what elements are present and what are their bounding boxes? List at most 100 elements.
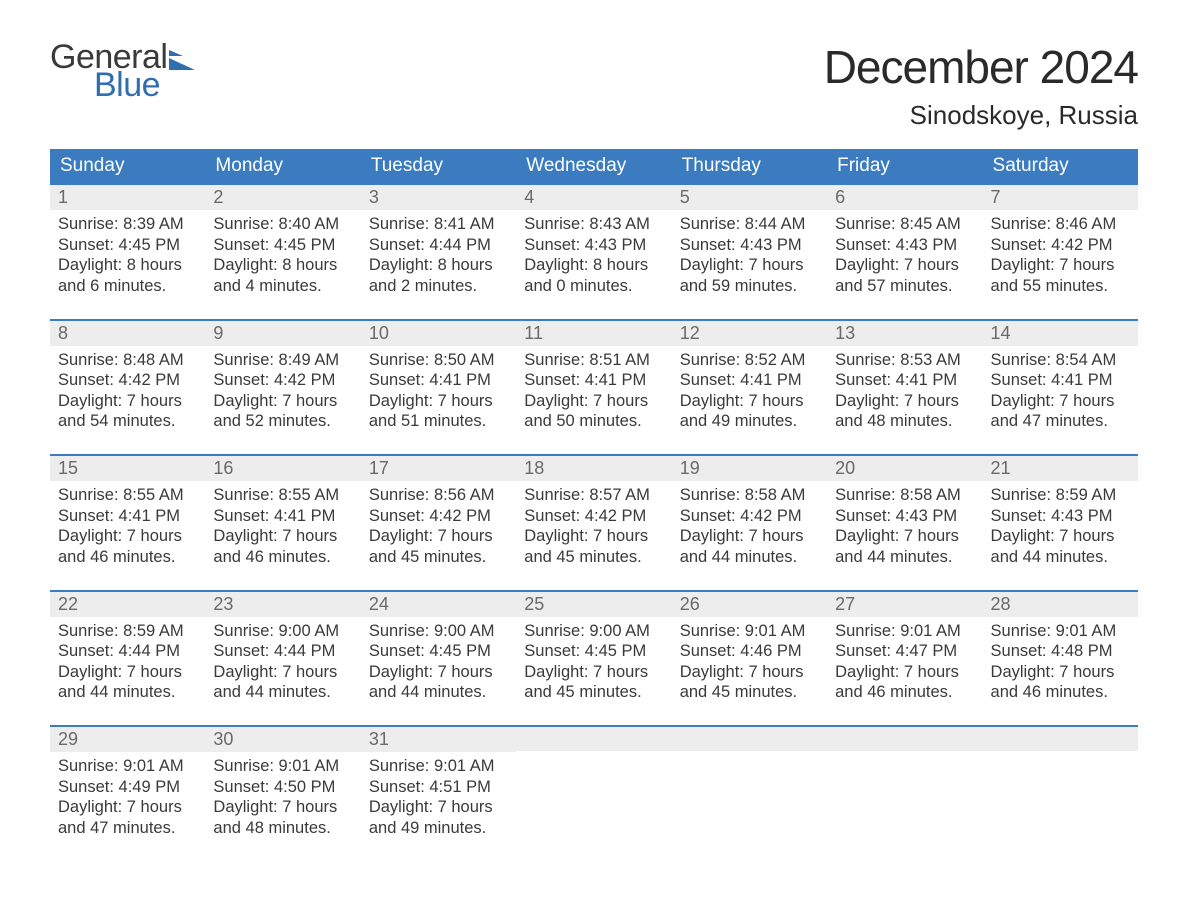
calendar-day: 13 Sunrise: 8:53 AMSunset: 4:41 PMDayligh… xyxy=(827,321,982,437)
day-details: Sunrise: 8:49 AMSunset: 4:42 PMDaylight:… xyxy=(205,346,360,437)
daylight-line-1: Daylight: 8 hours xyxy=(369,255,508,276)
daylight-line-1: Daylight: 7 hours xyxy=(680,391,819,412)
calendar-day: 9Sunrise: 8:49 AMSunset: 4:42 PMDaylight… xyxy=(205,321,360,437)
day-details xyxy=(516,751,671,831)
daylight-line-2: and 47 minutes. xyxy=(991,411,1130,432)
day-details: Sunrise: 8:45 AMSunset: 4:43 PMDaylight:… xyxy=(827,210,982,301)
day-number xyxy=(672,727,827,751)
sunset-line: Sunset: 4:41 PM xyxy=(680,370,819,391)
day-details: Sunrise: 8:52 AMSunset: 4:41 PMDaylight:… xyxy=(672,346,827,437)
calendar-week: 15Sunrise: 8:55 AMSunset: 4:41 PMDayligh… xyxy=(50,454,1138,572)
sunrise-line: Sunrise: 8:50 AM xyxy=(369,350,508,371)
sunrise-line: Sunrise: 8:52 AM xyxy=(680,350,819,371)
day-details: Sunrise: 9:01 AMSunset: 4:49 PMDaylight:… xyxy=(50,752,205,843)
day-number: 18 xyxy=(516,456,671,481)
sunset-line: Sunset: 4:46 PM xyxy=(680,641,819,662)
sunset-line: Sunset: 4:48 PM xyxy=(991,641,1130,662)
logo: General Blue xyxy=(50,40,195,102)
daylight-line-1: Daylight: 7 hours xyxy=(835,391,974,412)
day-number: 7 xyxy=(983,185,1138,210)
daylight-line-2: and 51 minutes. xyxy=(369,411,508,432)
calendar-day xyxy=(983,727,1138,843)
sunset-line: Sunset: 4:43 PM xyxy=(680,235,819,256)
daylight-line-1: Daylight: 7 hours xyxy=(58,526,197,547)
sunrise-line: Sunrise: 9:01 AM xyxy=(835,621,974,642)
calendar-day: 5Sunrise: 8:44 AMSunset: 4:43 PMDaylight… xyxy=(672,185,827,301)
day-number: 29 xyxy=(50,727,205,752)
daylight-line-1: Daylight: 7 hours xyxy=(58,797,197,818)
day-details: Sunrise: 9:01 AMSunset: 4:46 PMDaylight:… xyxy=(672,617,827,708)
sunset-line: Sunset: 4:42 PM xyxy=(991,235,1130,256)
calendar-day: 24Sunrise: 9:00 AMSunset: 4:45 PMDayligh… xyxy=(361,592,516,708)
sunrise-line: Sunrise: 9:00 AM xyxy=(524,621,663,642)
daylight-line-2: and 45 minutes. xyxy=(524,682,663,703)
day-number: 13 xyxy=(827,321,982,346)
sunrise-line: Sunrise: 9:01 AM xyxy=(991,621,1130,642)
calendar-day: 6Sunrise: 8:45 AMSunset: 4:43 PMDaylight… xyxy=(827,185,982,301)
calendar-week: 1Sunrise: 8:39 AMSunset: 4:45 PMDaylight… xyxy=(50,183,1138,301)
sunrise-line: Sunrise: 8:53 AM xyxy=(835,350,974,371)
daylight-line-1: Daylight: 7 hours xyxy=(213,797,352,818)
day-details: Sunrise: 9:01 AMSunset: 4:50 PMDaylight:… xyxy=(205,752,360,843)
day-number: 15 xyxy=(50,456,205,481)
day-number: 14 xyxy=(983,321,1138,346)
sunrise-line: Sunrise: 8:46 AM xyxy=(991,214,1130,235)
sunset-line: Sunset: 4:43 PM xyxy=(835,506,974,527)
day-number xyxy=(516,727,671,751)
day-number: 19 xyxy=(672,456,827,481)
calendar-day: 18Sunrise: 8:57 AMSunset: 4:42 PMDayligh… xyxy=(516,456,671,572)
day-details: Sunrise: 8:55 AMSunset: 4:41 PMDaylight:… xyxy=(50,481,205,572)
daylight-line-1: Daylight: 7 hours xyxy=(213,662,352,683)
daylight-line-1: Daylight: 7 hours xyxy=(524,662,663,683)
sunset-line: Sunset: 4:41 PM xyxy=(213,506,352,527)
day-number: 5 xyxy=(672,185,827,210)
day-number: 28 xyxy=(983,592,1138,617)
sunset-line: Sunset: 4:41 PM xyxy=(991,370,1130,391)
day-details: Sunrise: 8:58 AMSunset: 4:42 PMDaylight:… xyxy=(672,481,827,572)
day-number: 12 xyxy=(672,321,827,346)
daylight-line-2: and 48 minutes. xyxy=(213,818,352,839)
sunrise-line: Sunrise: 8:45 AM xyxy=(835,214,974,235)
day-details: Sunrise: 9:00 AMSunset: 4:45 PMDaylight:… xyxy=(516,617,671,708)
calendar-day: 3Sunrise: 8:41 AMSunset: 4:44 PMDaylight… xyxy=(361,185,516,301)
calendar-day: 15Sunrise: 8:55 AMSunset: 4:41 PMDayligh… xyxy=(50,456,205,572)
day-details: Sunrise: 8:58 AMSunset: 4:43 PMDaylight:… xyxy=(827,481,982,572)
calendar-week: 8Sunrise: 8:48 AMSunset: 4:42 PMDaylight… xyxy=(50,319,1138,437)
day-number: 23 xyxy=(205,592,360,617)
calendar-week: 29Sunrise: 9:01 AMSunset: 4:49 PMDayligh… xyxy=(50,725,1138,843)
day-number: 16 xyxy=(205,456,360,481)
weekday-header: Wednesday xyxy=(516,149,671,183)
day-number: 21 xyxy=(983,456,1138,481)
daylight-line-1: Daylight: 7 hours xyxy=(991,255,1130,276)
month-title: December 2024 xyxy=(824,40,1138,94)
day-number: 31 xyxy=(361,727,516,752)
sunset-line: Sunset: 4:42 PM xyxy=(524,506,663,527)
day-number: 24 xyxy=(361,592,516,617)
day-number: 1 xyxy=(50,185,205,210)
sunset-line: Sunset: 4:41 PM xyxy=(835,370,974,391)
sunrise-line: Sunrise: 9:01 AM xyxy=(58,756,197,777)
day-details: Sunrise: 9:00 AMSunset: 4:44 PMDaylight:… xyxy=(205,617,360,708)
day-details: Sunrise: 9:01 AMSunset: 4:47 PMDaylight:… xyxy=(827,617,982,708)
day-details: Sunrise: 8:55 AMSunset: 4:41 PMDaylight:… xyxy=(205,481,360,572)
day-details: Sunrise: 8:50 AMSunset: 4:41 PMDaylight:… xyxy=(361,346,516,437)
sunrise-line: Sunrise: 9:00 AM xyxy=(213,621,352,642)
daylight-line-2: and 44 minutes. xyxy=(58,682,197,703)
daylight-line-1: Daylight: 7 hours xyxy=(524,391,663,412)
day-details: Sunrise: 8:59 AMSunset: 4:44 PMDaylight:… xyxy=(50,617,205,708)
weekday-header-row: SundayMondayTuesdayWednesdayThursdayFrid… xyxy=(50,149,1138,183)
day-details: Sunrise: 9:01 AMSunset: 4:48 PMDaylight:… xyxy=(983,617,1138,708)
day-details: Sunrise: 8:56 AMSunset: 4:42 PMDaylight:… xyxy=(361,481,516,572)
daylight-line-2: and 6 minutes. xyxy=(58,276,197,297)
sunset-line: Sunset: 4:43 PM xyxy=(835,235,974,256)
sunset-line: Sunset: 4:45 PM xyxy=(213,235,352,256)
weekday-header: Tuesday xyxy=(361,149,516,183)
calendar-day: 27Sunrise: 9:01 AMSunset: 4:47 PMDayligh… xyxy=(827,592,982,708)
day-number: 9 xyxy=(205,321,360,346)
day-number: 6 xyxy=(827,185,982,210)
daylight-line-1: Daylight: 7 hours xyxy=(369,797,508,818)
day-details: Sunrise: 8:54 AMSunset: 4:41 PMDaylight:… xyxy=(983,346,1138,437)
sunrise-line: Sunrise: 8:55 AM xyxy=(58,485,197,506)
calendar-day: 1Sunrise: 8:39 AMSunset: 4:45 PMDaylight… xyxy=(50,185,205,301)
daylight-line-1: Daylight: 7 hours xyxy=(680,255,819,276)
